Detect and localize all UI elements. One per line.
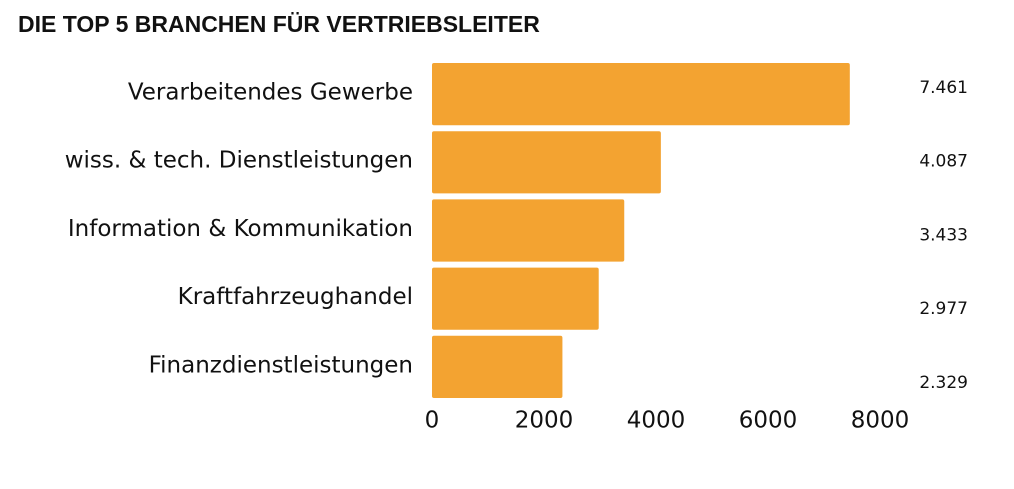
bar [432,267,599,330]
value-label: 2.977 [919,299,968,319]
y-tick-label: Kraftfahrzeughandel [178,284,413,310]
value-label: 3.433 [919,225,968,245]
bar [432,199,625,262]
y-tick-label: Information & Kommunikation [68,216,413,242]
chart-title: DIE TOP 5 BRANCHEN FÜR VERTRIEBSLEITER [18,11,540,37]
value-label: 4.087 [919,152,968,172]
y-tick-label: Verarbeitendes Gewerbe [128,80,413,106]
bar [432,131,661,194]
x-tick-label: 4000 [627,408,686,434]
value-label: 2.329 [919,373,968,393]
value-label: 7.461 [919,78,968,98]
x-tick-label: 6000 [739,408,798,434]
y-tick-label: Finanzdienstleistungen [149,352,413,378]
x-tick-label: 8000 [851,408,910,434]
y-tick-label: wiss. & tech. Dienstleistungen [65,148,413,174]
bar [432,63,850,126]
x-tick-label: 2000 [515,408,574,434]
x-tick-label: 0 [425,408,440,434]
bar [432,335,563,398]
